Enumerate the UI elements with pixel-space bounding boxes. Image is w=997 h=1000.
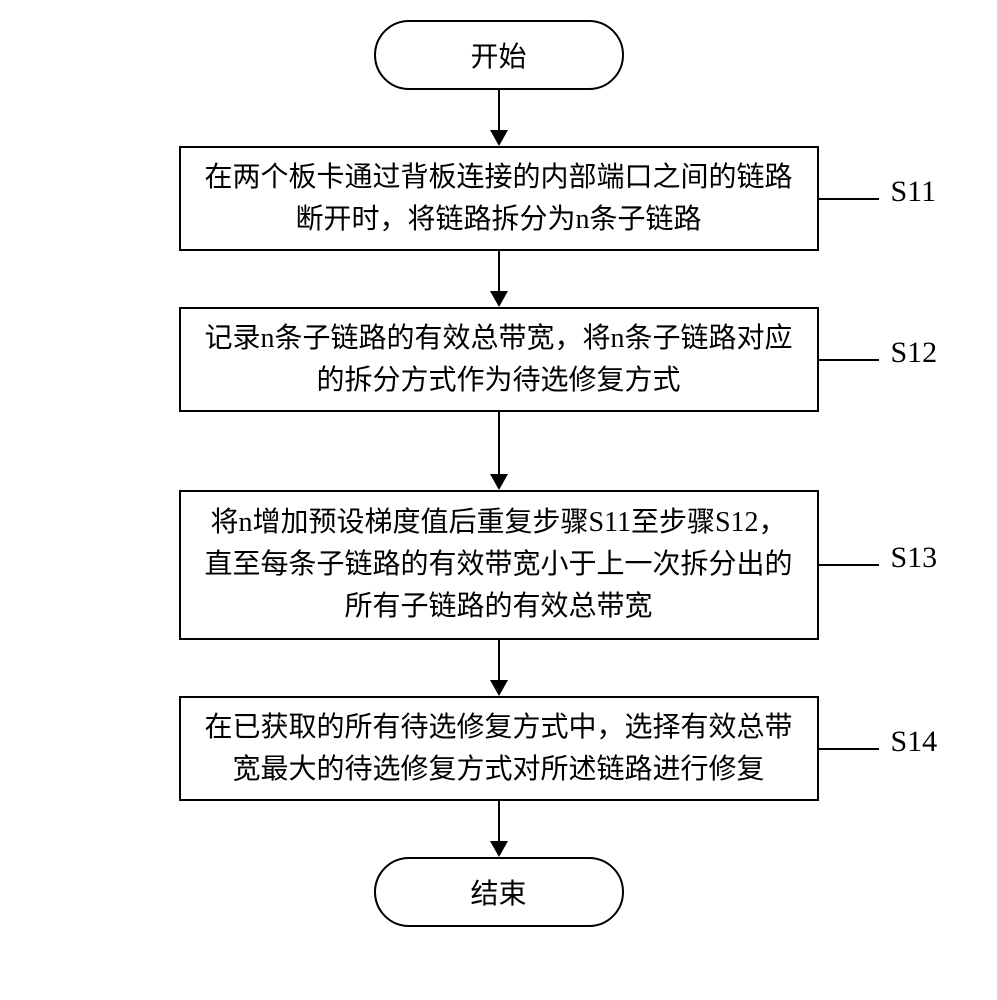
process-s14: 在已获取的所有待选修复方式中，选择有效总带宽最大的待选修复方式对所述链路进行修复 (179, 696, 819, 801)
end-label: 结束 (470, 872, 526, 912)
arrow-head-icon (490, 841, 508, 857)
process-text: 记录n条子链路的有效总带宽，将n条子链路对应的拆分方式作为待选修复方式 (201, 318, 797, 402)
leader-line (819, 748, 879, 750)
flowchart-container: 开始 在两个板卡通过背板连接的内部端口之间的链路断开时，将链路拆分为n条子链路 … (0, 20, 997, 927)
step-row: 在已获取的所有待选修复方式中，选择有效总带宽最大的待选修复方式对所述链路进行修复… (179, 696, 819, 801)
step-label-s13: S13 (891, 541, 938, 575)
step-row: 记录n条子链路的有效总带宽，将n条子链路对应的拆分方式作为待选修复方式 S12 (179, 307, 819, 412)
arrow-head-icon (490, 130, 508, 146)
process-s13: 将n增加预设梯度值后重复步骤S11至步骤S12，直至每条子链路的有效带宽小于上一… (179, 490, 819, 640)
process-s11: 在两个板卡通过背板连接的内部端口之间的链路断开时，将链路拆分为n条子链路 (179, 146, 819, 251)
arrow (490, 801, 508, 857)
arrow (490, 251, 508, 307)
arrow-line (498, 640, 500, 680)
process-text: 将n增加预设梯度值后重复步骤S11至步骤S12，直至每条子链路的有效带宽小于上一… (201, 502, 797, 628)
arrow (490, 90, 508, 146)
process-s12: 记录n条子链路的有效总带宽，将n条子链路对应的拆分方式作为待选修复方式 (179, 307, 819, 412)
arrow-line (498, 801, 500, 841)
leader-line (819, 564, 879, 566)
arrow-head-icon (490, 474, 508, 490)
arrow-line (498, 90, 500, 130)
arrow-line (498, 251, 500, 291)
arrow (490, 412, 508, 490)
arrow (490, 640, 508, 696)
arrow-head-icon (490, 291, 508, 307)
leader-line (819, 359, 879, 361)
start-terminal: 开始 (374, 20, 624, 90)
process-text: 在已获取的所有待选修复方式中，选择有效总带宽最大的待选修复方式对所述链路进行修复 (201, 707, 797, 791)
step-label-s12: S12 (891, 336, 938, 370)
process-text: 在两个板卡通过背板连接的内部端口之间的链路断开时，将链路拆分为n条子链路 (201, 157, 797, 241)
end-terminal: 结束 (374, 857, 624, 927)
arrow-line (498, 412, 500, 474)
leader-line (819, 198, 879, 200)
step-row: 在两个板卡通过背板连接的内部端口之间的链路断开时，将链路拆分为n条子链路 S11 (179, 146, 819, 251)
step-row: 将n增加预设梯度值后重复步骤S11至步骤S12，直至每条子链路的有效带宽小于上一… (179, 490, 819, 640)
step-label-s14: S14 (891, 725, 938, 759)
step-label-s11: S11 (891, 175, 937, 209)
start-label: 开始 (470, 35, 526, 75)
arrow-head-icon (490, 680, 508, 696)
